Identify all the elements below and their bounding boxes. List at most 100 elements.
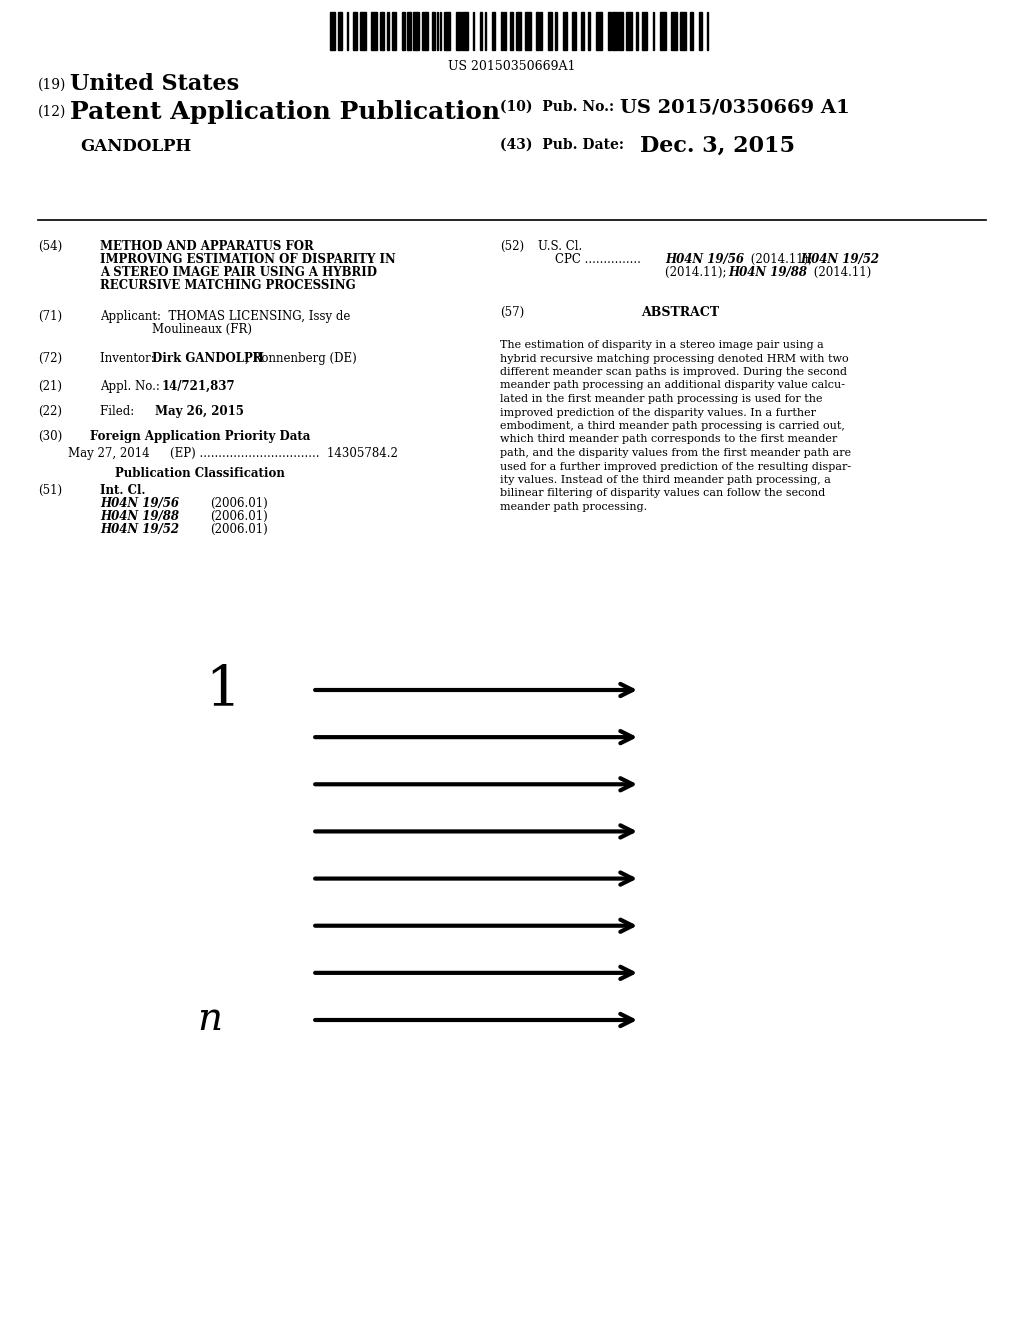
Bar — [699, 12, 702, 50]
Bar — [707, 12, 709, 50]
Text: (EP) ................................  14305784.2: (EP) ................................ 14… — [170, 447, 398, 459]
Bar — [462, 12, 468, 50]
Bar — [501, 12, 503, 50]
Bar — [436, 12, 438, 50]
Bar — [671, 12, 677, 50]
Text: Inventor:: Inventor: — [100, 352, 166, 366]
Bar — [422, 12, 428, 50]
Bar — [581, 12, 584, 50]
Text: (21): (21) — [38, 380, 62, 393]
Text: (19): (19) — [38, 78, 67, 92]
Bar — [391, 12, 396, 50]
Text: US 2015/0350669 A1: US 2015/0350669 A1 — [620, 98, 850, 116]
Bar — [653, 12, 654, 50]
Bar — [516, 12, 521, 50]
Text: path, and the disparity values from the first meander path are: path, and the disparity values from the … — [500, 447, 851, 458]
Bar — [612, 12, 616, 50]
Text: May 27, 2014: May 27, 2014 — [68, 447, 150, 459]
Text: (2006.01): (2006.01) — [210, 523, 267, 536]
Bar — [444, 12, 451, 50]
Bar — [548, 12, 552, 50]
Bar — [636, 12, 638, 50]
Text: (2006.01): (2006.01) — [210, 510, 267, 523]
Bar — [563, 12, 567, 50]
Text: which third meander path corresponds to the first meander: which third meander path corresponds to … — [500, 434, 838, 445]
Text: (72): (72) — [38, 352, 62, 366]
Bar — [338, 12, 342, 50]
Text: , Ronnenberg (DE): , Ronnenberg (DE) — [245, 352, 356, 366]
Text: H04N 19/56: H04N 19/56 — [665, 253, 744, 267]
Text: improved prediction of the disparity values. In a further: improved prediction of the disparity val… — [500, 408, 816, 417]
Text: Applicant:  THOMAS LICENSING, Issy de: Applicant: THOMAS LICENSING, Issy de — [100, 310, 350, 323]
Text: (71): (71) — [38, 310, 62, 323]
Bar — [439, 12, 441, 50]
Bar — [493, 12, 496, 50]
Text: n: n — [198, 1002, 222, 1039]
Text: different meander scan paths is improved. During the second: different meander scan paths is improved… — [500, 367, 847, 378]
Bar — [352, 12, 357, 50]
Bar — [371, 12, 377, 50]
Text: bilinear filtering of disparity values can follow the second: bilinear filtering of disparity values c… — [500, 488, 825, 499]
Text: meander path processing.: meander path processing. — [500, 502, 647, 512]
Text: lated in the first meander path processing is used for the: lated in the first meander path processi… — [500, 393, 822, 404]
Text: (2014.11);: (2014.11); — [746, 253, 816, 267]
Bar — [504, 12, 506, 50]
Text: IMPROVING ESTIMATION OF DISPARITY IN: IMPROVING ESTIMATION OF DISPARITY IN — [100, 253, 395, 267]
Bar — [589, 12, 590, 50]
Text: hybrid recursive matching processing denoted HRM with two: hybrid recursive matching processing den… — [500, 354, 849, 363]
Text: US 20150350669A1: US 20150350669A1 — [449, 59, 575, 73]
Bar — [480, 12, 481, 50]
Text: GANDOLPH: GANDOLPH — [80, 139, 191, 154]
Bar — [608, 12, 611, 50]
Text: The estimation of disparity in a stereo image pair using a: The estimation of disparity in a stereo … — [500, 341, 823, 350]
Text: (2006.01): (2006.01) — [210, 498, 267, 510]
Bar — [618, 12, 623, 50]
Text: Dirk GANDOLPH: Dirk GANDOLPH — [152, 352, 264, 366]
Text: embodiment, a third meander path processing is carried out,: embodiment, a third meander path process… — [500, 421, 845, 432]
Text: Filed:: Filed: — [100, 405, 161, 418]
Bar — [571, 12, 577, 50]
Text: Foreign Application Priority Data: Foreign Application Priority Data — [90, 430, 310, 444]
Bar — [456, 12, 461, 50]
Bar — [360, 12, 366, 50]
Text: H04N 19/52: H04N 19/52 — [800, 253, 879, 267]
Text: used for a further improved prediction of the resulting dispar-: used for a further improved prediction o… — [500, 462, 851, 471]
Bar — [596, 12, 602, 50]
Bar — [626, 12, 632, 50]
Bar — [380, 12, 384, 50]
Text: (12): (12) — [38, 106, 67, 119]
Text: (22): (22) — [38, 405, 62, 418]
Text: (51): (51) — [38, 484, 62, 498]
Bar — [484, 12, 486, 50]
Text: H04N 19/88: H04N 19/88 — [728, 267, 807, 279]
Text: United States: United States — [70, 73, 240, 95]
Bar — [690, 12, 693, 50]
Bar — [402, 12, 406, 50]
Text: Appl. No.:: Appl. No.: — [100, 380, 167, 393]
Text: (10)  Pub. No.:: (10) Pub. No.: — [500, 100, 614, 114]
Text: (43)  Pub. Date:: (43) Pub. Date: — [500, 139, 624, 152]
Bar — [510, 12, 513, 50]
Bar — [536, 12, 539, 50]
Bar — [525, 12, 531, 50]
Bar — [680, 12, 686, 50]
Bar — [660, 12, 667, 50]
Text: H04N 19/88: H04N 19/88 — [100, 510, 179, 523]
Bar — [413, 12, 419, 50]
Text: Publication Classification: Publication Classification — [115, 467, 285, 480]
Bar — [387, 12, 388, 50]
Bar — [642, 12, 647, 50]
Text: Int. Cl.: Int. Cl. — [100, 484, 145, 498]
Text: (52): (52) — [500, 240, 524, 253]
Bar — [473, 12, 474, 50]
Bar — [432, 12, 435, 50]
Bar — [407, 12, 411, 50]
Bar — [346, 12, 348, 50]
Text: (2014.11);: (2014.11); — [665, 267, 730, 279]
Text: Moulineaux (FR): Moulineaux (FR) — [152, 323, 252, 337]
Text: May 26, 2015: May 26, 2015 — [155, 405, 244, 418]
Bar — [555, 12, 557, 50]
Text: Dec. 3, 2015: Dec. 3, 2015 — [640, 135, 795, 157]
Text: meander path processing an additional disparity value calcu-: meander path processing an additional di… — [500, 380, 845, 391]
Text: U.S. Cl.: U.S. Cl. — [538, 240, 583, 253]
